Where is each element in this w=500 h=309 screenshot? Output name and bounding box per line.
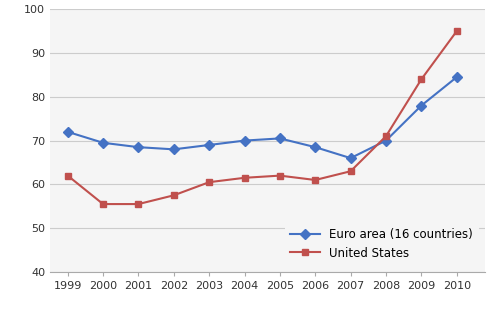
United States (454, 29, 460, 33)
Euro area (16 countries) (348, 156, 354, 160)
United States (171, 193, 177, 197)
United States (277, 174, 283, 177)
Euro area (16 countries) (312, 145, 318, 149)
Line: United States: United States (64, 28, 460, 208)
Euro area (16 countries) (100, 141, 106, 145)
United States (136, 202, 141, 206)
United States (100, 202, 106, 206)
Euro area (16 countries) (64, 130, 70, 134)
Line: Euro area (16 countries): Euro area (16 countries) (64, 74, 460, 162)
Euro area (16 countries) (277, 137, 283, 140)
Euro area (16 countries) (136, 145, 141, 149)
Euro area (16 countries) (454, 75, 460, 79)
United States (206, 180, 212, 184)
Euro area (16 countries) (206, 143, 212, 147)
Legend: Euro area (16 countries), United States: Euro area (16 countries), United States (284, 222, 479, 266)
United States (348, 169, 354, 173)
United States (312, 178, 318, 182)
United States (383, 134, 389, 138)
Euro area (16 countries) (383, 139, 389, 142)
Euro area (16 countries) (171, 147, 177, 151)
Euro area (16 countries) (242, 139, 248, 142)
Euro area (16 countries) (418, 104, 424, 108)
United States (418, 78, 424, 81)
United States (64, 174, 70, 177)
United States (242, 176, 248, 180)
